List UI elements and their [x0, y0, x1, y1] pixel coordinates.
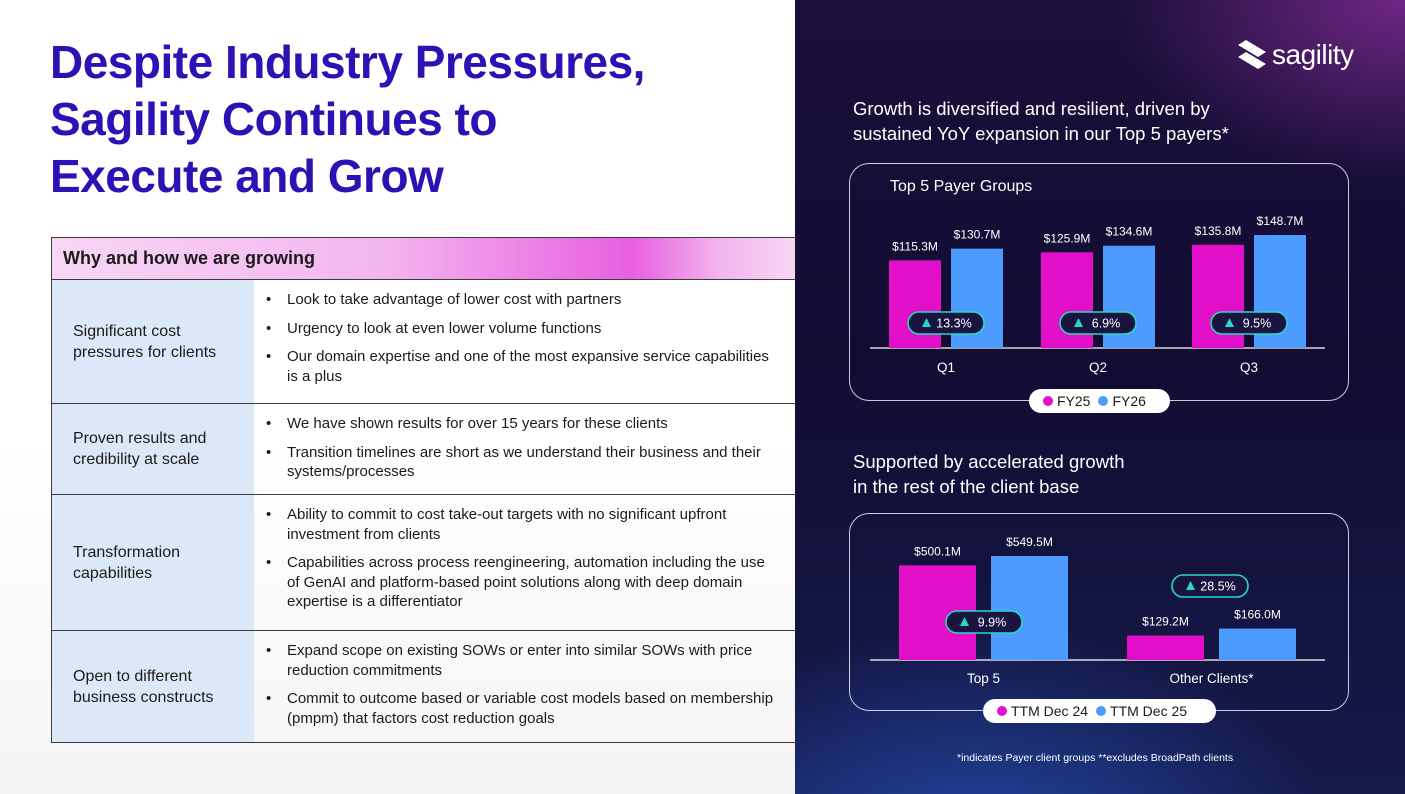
- sagility-logo-icon: [1238, 40, 1266, 69]
- bar-value-label: $115.3M: [892, 239, 938, 253]
- chart2-legend: TTM Dec 24 TTM Dec 25: [983, 699, 1216, 723]
- bullet-item: Our domain expertise and one of the most…: [266, 347, 775, 386]
- bar-ttm-dec-25: [991, 556, 1068, 660]
- growth-table: Why and how we are growing Significant c…: [51, 237, 795, 743]
- bullet-item: Look to take advantage of lower cost wit…: [266, 290, 775, 310]
- growth-badge: 28.5%: [1171, 574, 1249, 598]
- x-tick-label: Other Clients*: [1169, 671, 1254, 686]
- bullet-item: Expand scope on existing SOWs or enter i…: [266, 641, 775, 680]
- growth-badge-label: 6.9%: [1092, 317, 1121, 331]
- up-arrow-icon: [1074, 318, 1083, 327]
- row-label: Proven results and credibility at scale: [52, 404, 254, 494]
- row-body: We have shown results for over 15 years …: [254, 404, 795, 494]
- legend-swatch: [997, 706, 1007, 716]
- table-row: Transformation capabilities Ability to c…: [52, 495, 795, 631]
- up-arrow-icon: [1225, 318, 1234, 327]
- bar-value-label: $125.9M: [1044, 231, 1091, 245]
- logo-text: sagility: [1272, 39, 1354, 70]
- growth-badge-label: 28.5%: [1200, 580, 1235, 594]
- section1-subtitle: Growth is diversified and resilient, dri…: [853, 98, 1229, 144]
- title-line: Execute and Grow: [50, 150, 444, 202]
- legend-item: FY26: [1098, 393, 1146, 409]
- bullet-item: Urgency to look at even lower volume fun…: [266, 319, 775, 339]
- row-body: Ability to commit to cost take-out targe…: [254, 495, 795, 630]
- legend-item: TTM Dec 25: [1096, 703, 1187, 719]
- row-label: Transformation capabilities: [52, 495, 254, 630]
- growth-badge: 9.5%: [1210, 311, 1288, 335]
- legend-swatch: [1043, 396, 1053, 406]
- bullet-item: Ability to commit to cost take-out targe…: [266, 505, 775, 544]
- row-label: Open to different business constructs: [52, 631, 254, 742]
- x-tick-label: Q2: [1089, 360, 1107, 375]
- row-label: Significant cost pressures for clients: [52, 280, 254, 403]
- legend-swatch: [1098, 396, 1109, 406]
- growth-badge: 9.9%: [945, 610, 1023, 634]
- legend-item: TTM Dec 24: [997, 703, 1088, 719]
- bar-value-label: $129.2M: [1142, 615, 1189, 629]
- page-title: Despite Industry Pressures, Sagility Con…: [50, 34, 770, 205]
- growth-badge: 6.9%: [1059, 311, 1137, 335]
- legend-swatch: [1096, 706, 1107, 716]
- row-body: Look to take advantage of lower cost wit…: [254, 280, 795, 403]
- bar-value-label: $500.1M: [914, 544, 961, 558]
- section2-subtitle: Supported by accelerated growth in the r…: [853, 451, 1125, 497]
- sagility-logo: sagility: [1236, 38, 1354, 72]
- row-body: Expand scope on existing SOWs or enter i…: [254, 631, 795, 742]
- footnote: *indicates Payer client groups **exclude…: [957, 752, 1234, 764]
- bar-fy25: [889, 260, 941, 348]
- bar-value-label: $134.6M: [1106, 225, 1153, 239]
- title-line: Despite Industry Pressures,: [50, 36, 645, 88]
- x-tick-label: Top 5: [967, 671, 1000, 686]
- legend-item: FY25: [1043, 393, 1090, 409]
- table-row: Open to different business constructs Ex…: [52, 631, 795, 742]
- table-row: Proven results and credibility at scale …: [52, 404, 795, 495]
- bullet-item: We have shown results for over 15 years …: [266, 414, 775, 434]
- bar-value-label: $148.7M: [1257, 214, 1304, 228]
- growth-badge-label: 13.3%: [936, 317, 971, 331]
- growth-badge-label: 9.5%: [1243, 317, 1272, 331]
- bar-value-label: $130.7M: [954, 228, 1001, 242]
- growth-badge-bg: [1210, 311, 1288, 335]
- chart1-title: Top 5 Payer Groups: [890, 178, 1033, 195]
- up-arrow-icon: [960, 617, 969, 626]
- bar-value-label: $549.5M: [1006, 535, 1053, 549]
- bar-value-label: $135.8M: [1195, 224, 1242, 238]
- up-arrow-icon: [922, 318, 931, 327]
- bullet-item: Capabilities across process reengineerin…: [266, 553, 775, 612]
- bullet-item: Commit to outcome based or variable cost…: [266, 689, 775, 728]
- growth-badge: 13.3%: [907, 311, 985, 335]
- growth-badge-bg: [1171, 574, 1249, 598]
- up-arrow-icon: [1186, 581, 1195, 590]
- x-tick-label: Q1: [937, 360, 955, 375]
- growth-badge-bg: [907, 311, 985, 335]
- bar-value-label: $166.0M: [1234, 608, 1281, 622]
- growth-badge-bg: [945, 610, 1023, 634]
- bar-ttm-dec-25: [1219, 628, 1296, 660]
- bullet-item: Transition timelines are short as we und…: [266, 443, 775, 482]
- title-line: Sagility Continues to: [50, 93, 497, 145]
- x-tick-label: Q3: [1240, 360, 1258, 375]
- bar-ttm-dec-24: [1127, 635, 1204, 660]
- growth-badge-bg: [1059, 311, 1137, 335]
- growth-badge-label: 9.9%: [978, 616, 1007, 630]
- table-row: Significant cost pressures for clients L…: [52, 280, 795, 404]
- chart1-legend: FY25 FY26: [1029, 389, 1170, 413]
- table-header: Why and how we are growing: [52, 238, 795, 280]
